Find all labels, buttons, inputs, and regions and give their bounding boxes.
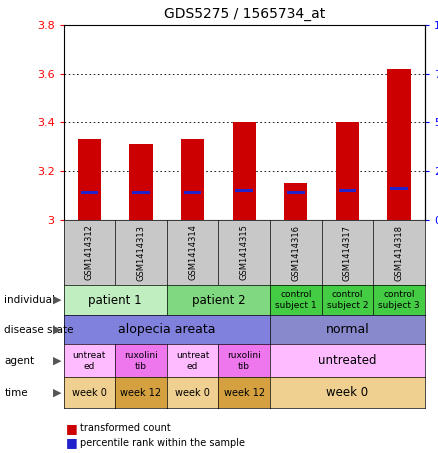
Text: ruxolini
tib: ruxolini tib xyxy=(227,351,261,371)
Text: control
subject 1: control subject 1 xyxy=(275,290,317,310)
Bar xyxy=(129,144,152,220)
Text: GSM1414313: GSM1414313 xyxy=(137,225,145,280)
Text: untreated: untreated xyxy=(318,354,377,367)
Bar xyxy=(184,192,201,194)
Text: week 0: week 0 xyxy=(72,387,107,398)
Bar xyxy=(388,69,411,220)
Title: GDS5275 / 1565734_at: GDS5275 / 1565734_at xyxy=(163,7,325,21)
Text: GSM1414317: GSM1414317 xyxy=(343,225,352,280)
Text: week 0: week 0 xyxy=(326,386,368,399)
Text: ▶: ▶ xyxy=(53,387,61,398)
Text: time: time xyxy=(4,387,28,398)
Text: control
subject 3: control subject 3 xyxy=(378,290,420,310)
Text: ■: ■ xyxy=(66,422,78,434)
Bar xyxy=(236,189,253,192)
Text: ▶: ▶ xyxy=(53,356,61,366)
Text: individual: individual xyxy=(4,295,55,305)
Text: ruxolini
tib: ruxolini tib xyxy=(124,351,158,371)
Text: control
subject 2: control subject 2 xyxy=(327,290,368,310)
Text: week 0: week 0 xyxy=(175,387,210,398)
Text: ▶: ▶ xyxy=(53,324,61,335)
Bar xyxy=(81,192,98,194)
Text: untreat
ed: untreat ed xyxy=(176,351,209,371)
Bar xyxy=(132,192,150,194)
Text: alopecia areata: alopecia areata xyxy=(118,323,215,336)
Text: GSM1414315: GSM1414315 xyxy=(240,225,249,280)
Text: week 12: week 12 xyxy=(224,387,265,398)
Text: ■: ■ xyxy=(66,437,78,449)
Bar xyxy=(339,189,356,192)
Text: GSM1414314: GSM1414314 xyxy=(188,225,197,280)
Text: disease state: disease state xyxy=(4,324,74,335)
Text: percentile rank within the sample: percentile rank within the sample xyxy=(80,438,245,448)
Text: ▶: ▶ xyxy=(53,295,61,305)
Text: patient 2: patient 2 xyxy=(191,294,245,307)
Bar xyxy=(78,140,101,220)
Bar xyxy=(287,192,304,194)
Text: GSM1414312: GSM1414312 xyxy=(85,225,94,280)
Bar xyxy=(233,122,256,220)
Text: normal: normal xyxy=(325,323,369,336)
Text: week 12: week 12 xyxy=(120,387,162,398)
Bar xyxy=(284,183,307,220)
Bar xyxy=(390,187,408,189)
Bar xyxy=(336,122,359,220)
Bar xyxy=(181,140,204,220)
Text: transformed count: transformed count xyxy=(80,423,171,433)
Text: agent: agent xyxy=(4,356,35,366)
Text: untreat
ed: untreat ed xyxy=(73,351,106,371)
Text: patient 1: patient 1 xyxy=(88,294,142,307)
Text: GSM1414318: GSM1414318 xyxy=(395,225,403,280)
Text: GSM1414316: GSM1414316 xyxy=(291,225,300,280)
